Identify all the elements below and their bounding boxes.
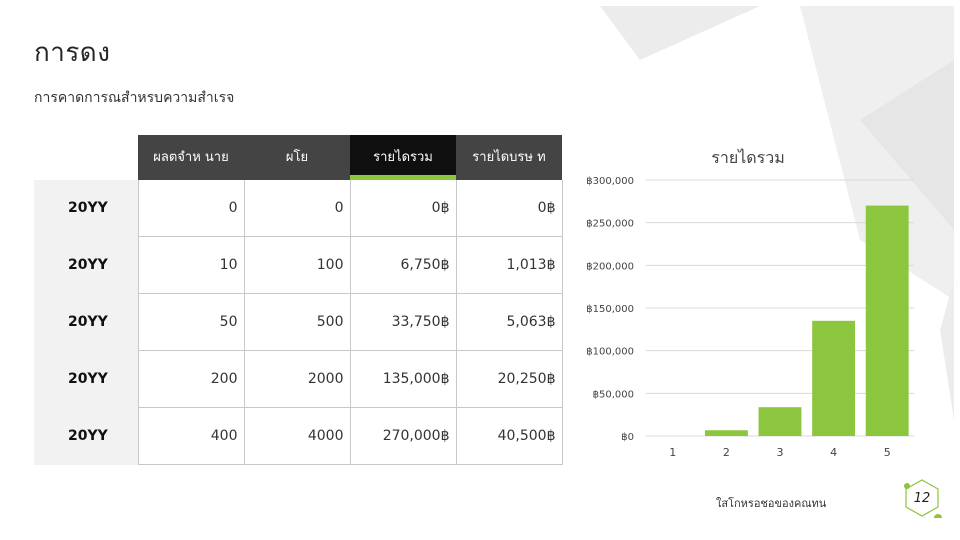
cell-company-revenue: 0฿ — [455, 180, 563, 237]
chart-title: รายไดรวม — [711, 148, 785, 167]
cell-units: 0 — [137, 180, 245, 237]
revenue-bar-chart: รายไดรวม ฿300,000 ฿250,000 ฿200,000 ฿150,00… — [586, 148, 914, 459]
row-year: 20YY — [34, 236, 138, 294]
y-tick-label: ฿200,000 — [586, 261, 634, 272]
cell-units: 200 — [137, 350, 245, 408]
x-tick-label: 4 — [830, 446, 837, 459]
cell-customers: 100 — [243, 236, 351, 294]
bar-2 — [704, 430, 748, 436]
y-tick-label: ฿100,000 — [586, 347, 634, 358]
cell-customers: 2000 — [243, 350, 351, 408]
decor-triangle-top — [600, 6, 760, 60]
cell-units: 50 — [137, 293, 245, 351]
chart-y-axis: ฿300,000 ฿250,000 ฿200,000 ฿150,000 ฿100,000… — [586, 176, 634, 443]
y-tick-label: ฿150,000 — [586, 304, 634, 315]
slide-title: การดง — [34, 38, 111, 68]
cell-customers: 4000 — [243, 407, 351, 465]
row-year: 20YY — [34, 180, 138, 237]
table-row: 20YY 200 2000 135,000฿ 20,250฿ — [34, 350, 563, 408]
table-row: 20YY 50 500 33,750฿ 5,063฿ — [34, 293, 563, 351]
bar-3 — [758, 407, 802, 436]
y-tick-label: ฿250,000 — [586, 219, 634, 230]
table-row: 20YY 10 100 6,750฿ 1,013฿ — [34, 236, 563, 294]
cell-total-revenue: 33,750฿ — [349, 293, 457, 351]
cell-units: 400 — [137, 407, 245, 465]
cell-total-revenue: 135,000฿ — [349, 350, 457, 408]
table-row: 20YY 0 0 0฿ 0฿ — [34, 180, 563, 237]
slide-subtitle: การคาดการณสำหรบความสำเรจ — [34, 90, 235, 106]
row-year: 20YY — [34, 293, 138, 351]
header-total-revenue: รายไดรวม — [350, 135, 456, 180]
row-year: 20YY — [34, 350, 138, 408]
header-customers: ผโย — [244, 135, 350, 180]
decor-triangle-bottom — [940, 280, 954, 420]
table-corner — [34, 135, 138, 180]
cell-company-revenue: 20,250฿ — [455, 350, 563, 408]
cell-total-revenue: 270,000฿ — [349, 407, 457, 465]
cell-company-revenue: 40,500฿ — [455, 407, 563, 465]
page-number: 12 — [913, 490, 931, 506]
cell-company-revenue: 5,063฿ — [455, 293, 563, 351]
decor-triangle-mid — [860, 60, 954, 230]
decor-triangle-right — [800, 6, 954, 300]
x-tick-label: 2 — [723, 446, 730, 459]
bar-5 — [865, 205, 909, 436]
footer-text: ใสโกหรอชอของคณทน — [716, 497, 827, 510]
forecast-table: ผลตจำห นาย ผโย รายไดรวม รายไดบรษ ท 20YY … — [34, 135, 563, 465]
cell-customers: 0 — [243, 180, 351, 237]
table-header-row: ผลตจำห นาย ผโย รายไดรวม รายไดบรษ ท — [34, 135, 562, 180]
x-tick-label: 1 — [669, 446, 676, 459]
hexagon-icon — [904, 479, 942, 518]
page-number-badge: 12 — [902, 478, 942, 518]
header-company-revenue: รายไดบรษ ท — [456, 135, 562, 180]
cell-customers: 500 — [243, 293, 351, 351]
cell-total-revenue: 6,750฿ — [349, 236, 457, 294]
x-tick-label: 5 — [884, 446, 891, 459]
cell-total-revenue: 0฿ — [349, 180, 457, 237]
y-tick-label: ฿0 — [621, 432, 634, 443]
table-row: 20YY 400 4000 270,000฿ 40,500฿ — [34, 407, 563, 465]
bar-4 — [812, 320, 856, 436]
row-year: 20YY — [34, 407, 138, 465]
chart-x-axis: 1 2 3 4 5 — [669, 446, 890, 459]
chart-bars — [704, 205, 909, 436]
cell-company-revenue: 1,013฿ — [455, 236, 563, 294]
header-units-sold: ผลตจำห นาย — [138, 135, 244, 180]
y-tick-label: ฿50,000 — [593, 389, 634, 400]
cell-units: 10 — [137, 236, 245, 294]
x-tick-label: 3 — [777, 446, 784, 459]
y-tick-label: ฿300,000 — [586, 176, 634, 187]
